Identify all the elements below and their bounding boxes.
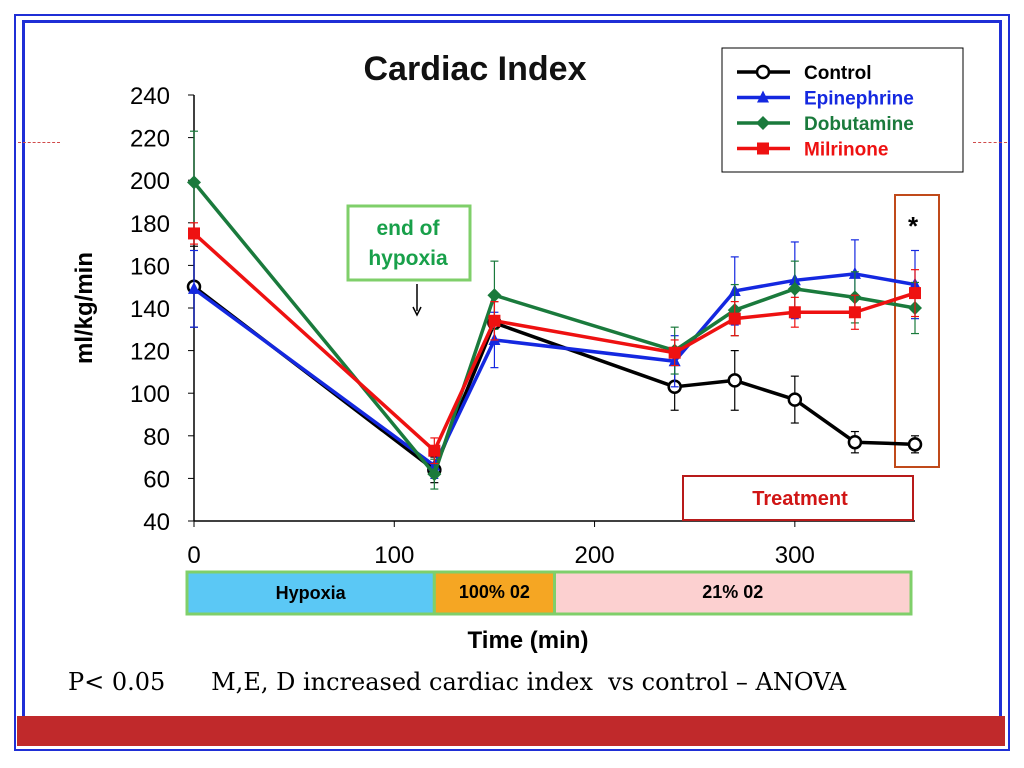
chart-title: Cardiac Index [364,50,587,88]
dobutamine-point [427,467,442,482]
legend: Control Epinephrine Dobutamine Milrinone [721,47,964,173]
treatment-box [682,475,914,521]
legend-marker-control [755,64,771,80]
x-axis-ticks: 0 100 200 300 [187,521,815,569]
y-tick-label: 140 [130,296,170,323]
control-point [787,392,803,407]
control-point [727,373,742,388]
legend-items: Control Epinephrine Dobutamine Milrinone [737,63,914,161]
y-tick-label: 180 [130,211,170,238]
y-tick-label: 60 [143,466,170,493]
milrinone-point [909,287,921,300]
y-tick-label: 120 [130,339,170,366]
legend-label-milrinone: Milrinone [804,140,888,161]
slide-border-outer [14,14,1010,751]
x-tick-label: 300 [775,542,815,569]
series-layer [186,130,923,490]
x-tick-label: 100 [374,542,414,569]
series-milrinone [188,222,921,465]
dobutamine-line [192,181,916,476]
milrinone-point [428,444,441,457]
dobutamine-point [787,281,802,296]
end-of-hypoxia-box [346,204,472,282]
phase-segment-21-02 [553,570,913,616]
y-tick-label: 80 [143,424,170,451]
end-of-hypoxia-line2: hypoxia [368,247,448,270]
milrinone-point [488,314,501,327]
legend-label-epinephrine: Epinephrine [804,89,914,110]
footer-band [17,716,1005,746]
legend-marker-dobutamine [756,116,770,130]
control-point [847,434,863,450]
footnote-statement: M,E, D increased cardiac index vs contro… [211,668,847,696]
x-axis-label: Time (min) [468,627,589,654]
y-tick-label: 100 [130,381,170,408]
x-tick-label: 200 [575,542,615,569]
phase-label-21-02: 21% 02 [702,582,763,602]
legend-label-dobutamine: Dobutamine [804,114,914,135]
x-tick-label: 0 [187,542,200,569]
divider-right [973,142,1007,143]
legend-marker-milrinone [757,142,769,155]
footnote-p-value: P< 0.05 [68,668,166,696]
milrinone-point [728,312,741,325]
control-point [907,437,923,452]
y-tick-label: 240 [130,83,170,110]
end-of-hypoxia-arrowhead [412,306,422,317]
treatment-label: Treatment [752,488,848,510]
y-tick-label: 200 [130,168,170,195]
series-dobutamine [187,130,922,490]
significance-box [894,194,940,468]
legend-marker-epinephrine [757,90,769,103]
dobutamine-point [487,288,502,303]
footnote: P< 0.05 M,E, D increased cardiac index v… [68,668,846,696]
end-of-hypoxia-line1: end of [377,217,441,240]
phase-label-100-02: 100% 02 [459,582,530,602]
y-axis-ticks: 40 60 80 100 120 140 160 180 200 220 240 [130,83,194,536]
milrinone-point [848,306,861,319]
epinephrine-point [188,281,200,294]
phase-segment-hypoxia [185,570,436,616]
y-tick-label: 220 [130,126,170,153]
milrinone-point [188,227,200,240]
milrinone-point [788,306,801,319]
series-epinephrine [188,239,921,479]
divider-left [18,142,60,143]
y-tick-label: 160 [130,253,170,280]
milrinone-point [668,346,681,359]
milrinone-line [192,232,916,453]
phase-label-hypoxia: Hypoxia [276,583,347,603]
footnote-gap [165,668,211,696]
y-axis-label: ml/kg/min [71,252,98,364]
y-tick-label: 40 [143,509,170,536]
legend-label-control: Control [804,63,872,84]
dobutamine-point [187,175,201,190]
significance-asterisk: * [908,211,919,241]
phase-bar: Hypoxia 100% 02 21% 02 [185,570,913,616]
epinephrine-line [192,272,916,468]
